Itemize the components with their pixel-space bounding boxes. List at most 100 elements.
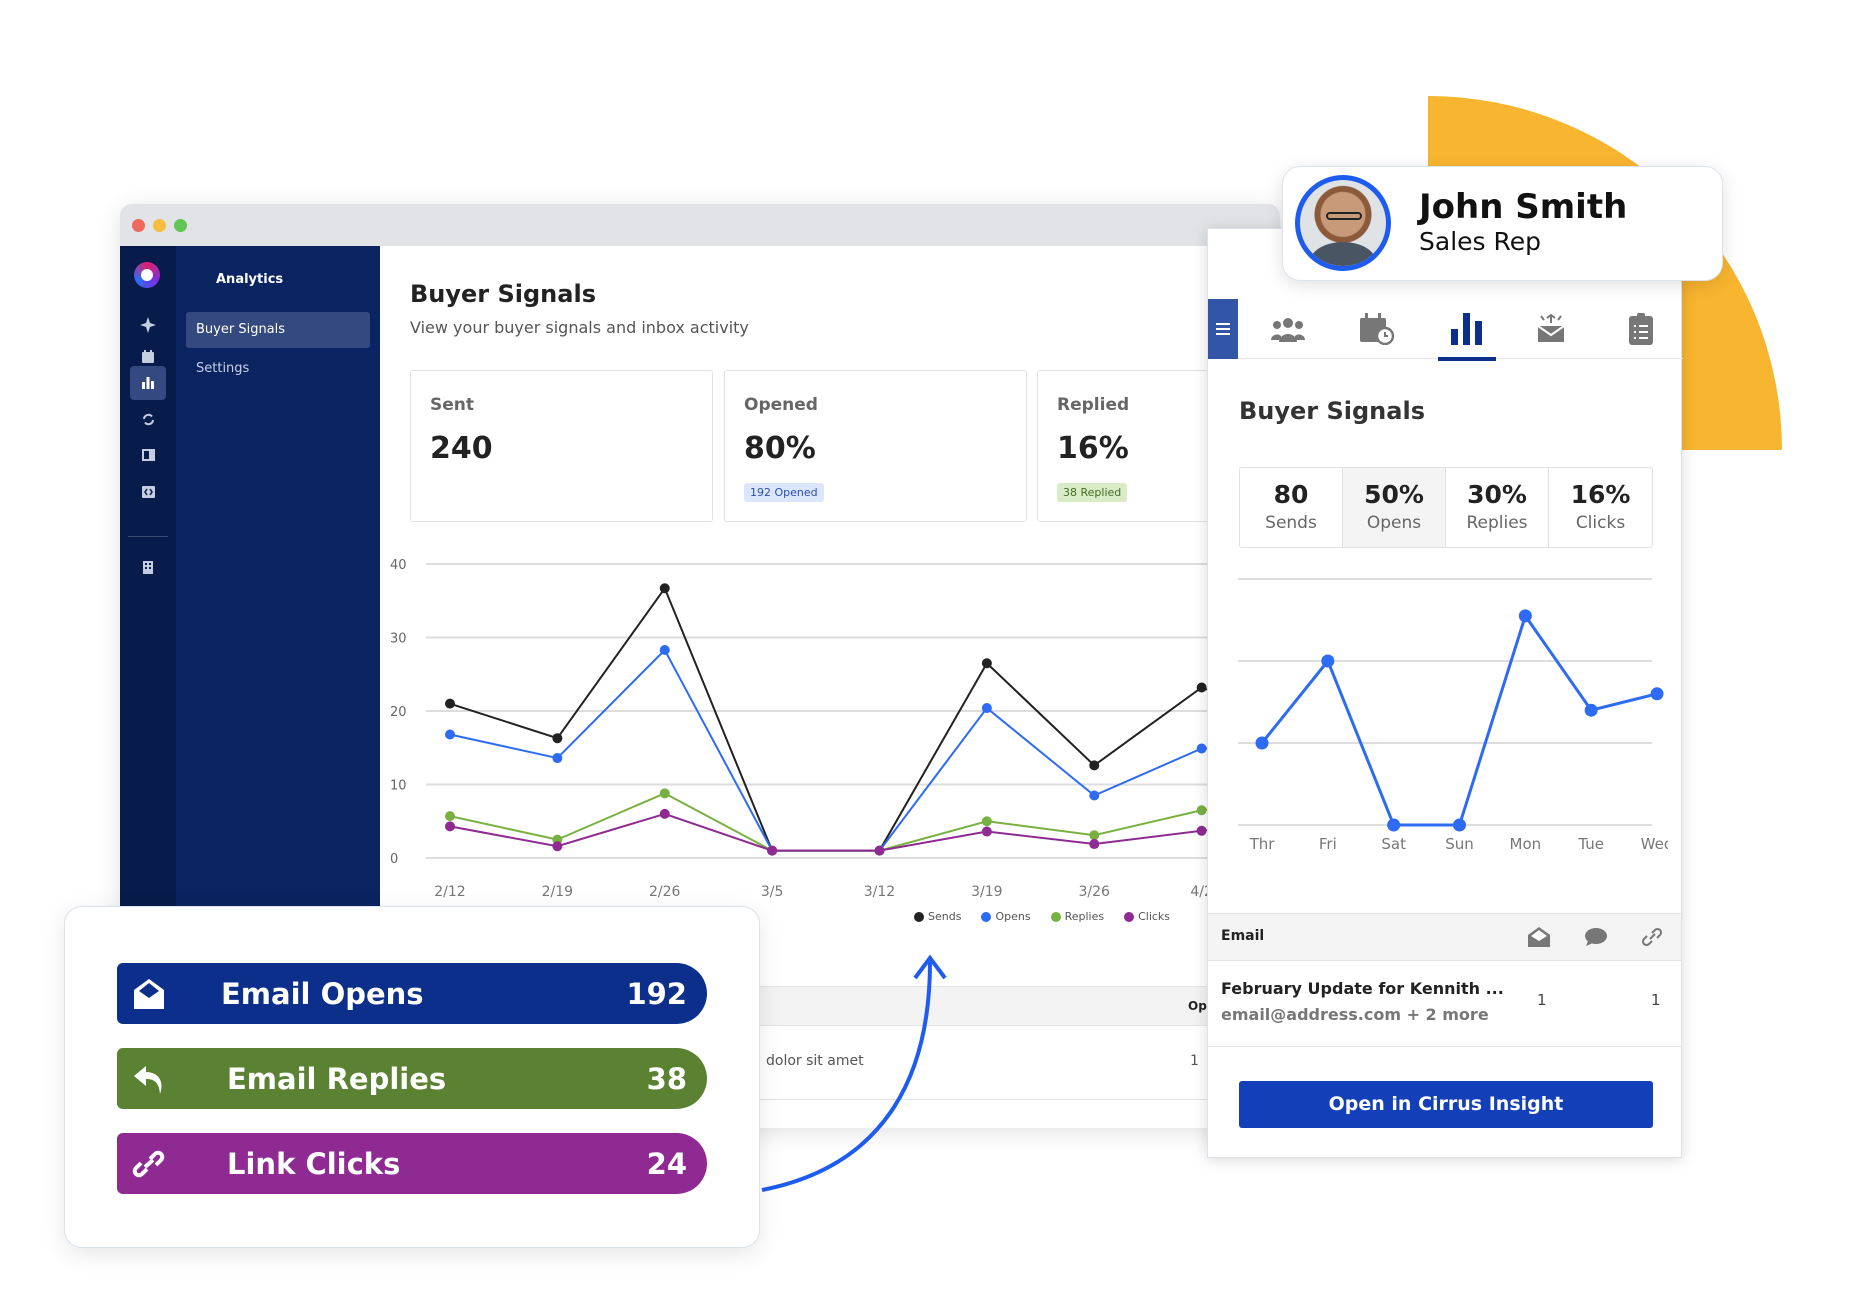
minimize-window-button[interactable] bbox=[153, 219, 166, 232]
close-window-button[interactable] bbox=[132, 219, 145, 232]
data-point bbox=[1387, 818, 1401, 832]
data-point bbox=[981, 703, 992, 714]
data-point bbox=[552, 841, 563, 852]
data-point bbox=[1196, 743, 1207, 754]
weekly-opens-chart: Thr Fri Sat Sun Mon Tue Wed bbox=[1238, 578, 1668, 853]
table-header: Op bbox=[720, 986, 1280, 1026]
data-point bbox=[1650, 687, 1664, 701]
stat-value: 240 bbox=[430, 431, 493, 466]
cirrus-sidebar-panel: Buyer Signals 80 Sends 50% Opens 30% Replie… bbox=[1207, 228, 1683, 1158]
email-column-header: Email bbox=[1221, 928, 1265, 944]
replied-badge: 38 Replied bbox=[1057, 483, 1128, 502]
stat-value: 80% bbox=[744, 431, 816, 466]
data-point bbox=[552, 733, 563, 744]
arrow-connector bbox=[761, 954, 947, 1192]
y-tick-label: 40 bbox=[390, 558, 407, 573]
email-click-count: 1 bbox=[1651, 991, 1661, 1009]
stat-card-sent: Sent 240 bbox=[410, 370, 713, 522]
menu-icon[interactable] bbox=[1208, 299, 1238, 359]
series-line-opens bbox=[1260, 612, 1658, 827]
x-tick-label: Tue bbox=[1577, 835, 1604, 853]
data-point bbox=[767, 845, 778, 856]
x-tick-label: Wed bbox=[1641, 835, 1668, 853]
data-point bbox=[659, 788, 670, 799]
email-send-icon bbox=[1537, 314, 1565, 342]
sync-icon[interactable] bbox=[130, 402, 166, 436]
building-icon[interactable] bbox=[130, 550, 166, 584]
y-tick-label: 10 bbox=[390, 779, 407, 794]
page-subtitle: View your buyer signals and inbox activi… bbox=[410, 318, 749, 337]
x-tick-label: 3/12 bbox=[864, 884, 895, 900]
sidebar-item-buyer-signals[interactable]: Buyer Signals bbox=[186, 312, 370, 348]
tab-tasks[interactable] bbox=[1611, 299, 1671, 359]
data-point bbox=[1089, 830, 1100, 841]
email-table-header: Email bbox=[1208, 913, 1681, 961]
envelope-open-icon bbox=[129, 978, 169, 1009]
tab-analytics[interactable] bbox=[1437, 299, 1497, 359]
tab-calendar[interactable] bbox=[1347, 299, 1407, 359]
calendar-icon[interactable] bbox=[130, 339, 166, 373]
y-tick-label: 20 bbox=[390, 705, 407, 720]
data-point bbox=[1584, 703, 1598, 717]
data-point bbox=[981, 826, 992, 837]
panel-stats: 80 Sends 50% Opens 30% Replies 16% Clicks bbox=[1239, 467, 1653, 548]
stat-value: 16% bbox=[1057, 431, 1129, 466]
data-point bbox=[445, 729, 455, 740]
stat-label: Replied bbox=[1057, 395, 1130, 415]
chart-legend: Sends Opens Replies Clicks bbox=[914, 910, 1170, 923]
tab-email[interactable] bbox=[1521, 299, 1581, 359]
email-subject: February Update for Kennith ... bbox=[1221, 979, 1504, 998]
y-tick-label: 0 bbox=[390, 852, 398, 867]
data-point bbox=[1453, 818, 1466, 832]
sidebar-item-settings[interactable]: Settings bbox=[196, 361, 250, 376]
email-open-count: 1 bbox=[1537, 991, 1547, 1009]
summary-email-replies: Email Replies 38 bbox=[117, 1048, 707, 1109]
table-row[interactable]: dolor sit amet 1 bbox=[720, 1026, 1280, 1100]
cirrus-logo bbox=[134, 262, 160, 288]
legend-clicks: Clicks bbox=[1124, 910, 1170, 923]
data-point bbox=[1196, 682, 1207, 693]
profile-name: John Smith bbox=[1419, 187, 1628, 227]
page-title: Buyer Signals bbox=[410, 280, 596, 308]
activity-line-chart: 0102030402/122/192/263/53/123/193/264/24… bbox=[390, 558, 1280, 900]
legend-opens: Opens bbox=[981, 910, 1031, 923]
email-row[interactable]: February Update for Kennith ... email@ad… bbox=[1208, 961, 1681, 1047]
sidebar-section-title: Analytics bbox=[216, 272, 284, 287]
comment-icon bbox=[1585, 928, 1607, 946]
email-recipients: email@address.com + 2 more bbox=[1221, 1005, 1489, 1024]
row-value: 1 bbox=[1190, 1053, 1199, 1069]
data-point bbox=[1196, 825, 1207, 836]
x-tick-label: Fri bbox=[1319, 835, 1337, 853]
x-tick-label: 3/5 bbox=[761, 884, 784, 900]
data-point bbox=[659, 583, 670, 594]
code-icon[interactable] bbox=[130, 475, 166, 509]
summary-card: Email Opens 192 Email Replies 38 Link Clic… bbox=[64, 906, 760, 1248]
link-icon bbox=[1641, 927, 1663, 947]
opened-badge: 192 Opened bbox=[744, 483, 824, 502]
data-point bbox=[981, 816, 992, 827]
y-tick-label: 30 bbox=[390, 632, 407, 647]
data-point bbox=[1089, 839, 1100, 850]
tab-contacts[interactable] bbox=[1258, 299, 1318, 359]
series-line-sends bbox=[449, 586, 1280, 852]
data-point bbox=[659, 644, 670, 655]
sparkle-icon[interactable] bbox=[130, 308, 166, 342]
stat-label: Sent bbox=[430, 395, 475, 415]
bar-chart-icon[interactable] bbox=[130, 366, 166, 400]
summary-email-opens: Email Opens 192 bbox=[117, 963, 707, 1024]
data-point bbox=[1089, 790, 1100, 801]
data-point bbox=[1255, 736, 1269, 750]
x-tick-label: Thr bbox=[1249, 835, 1276, 853]
profile-card: John Smith Sales Rep bbox=[1282, 166, 1723, 281]
column-header-opens: Op bbox=[1188, 999, 1207, 1013]
clipboard-list-icon bbox=[1629, 313, 1653, 345]
open-in-cirrus-button[interactable]: Open in Cirrus Insight bbox=[1239, 1081, 1653, 1128]
data-point bbox=[445, 698, 455, 709]
maximize-window-button[interactable] bbox=[174, 219, 187, 232]
browser-window: Analytics Buyer Signals Settings Buyer S… bbox=[120, 204, 1280, 1128]
data-point bbox=[659, 808, 670, 819]
data-point bbox=[445, 821, 455, 832]
data-point bbox=[874, 845, 885, 856]
legend-replies: Replies bbox=[1050, 910, 1104, 923]
layout-icon[interactable] bbox=[130, 438, 166, 472]
